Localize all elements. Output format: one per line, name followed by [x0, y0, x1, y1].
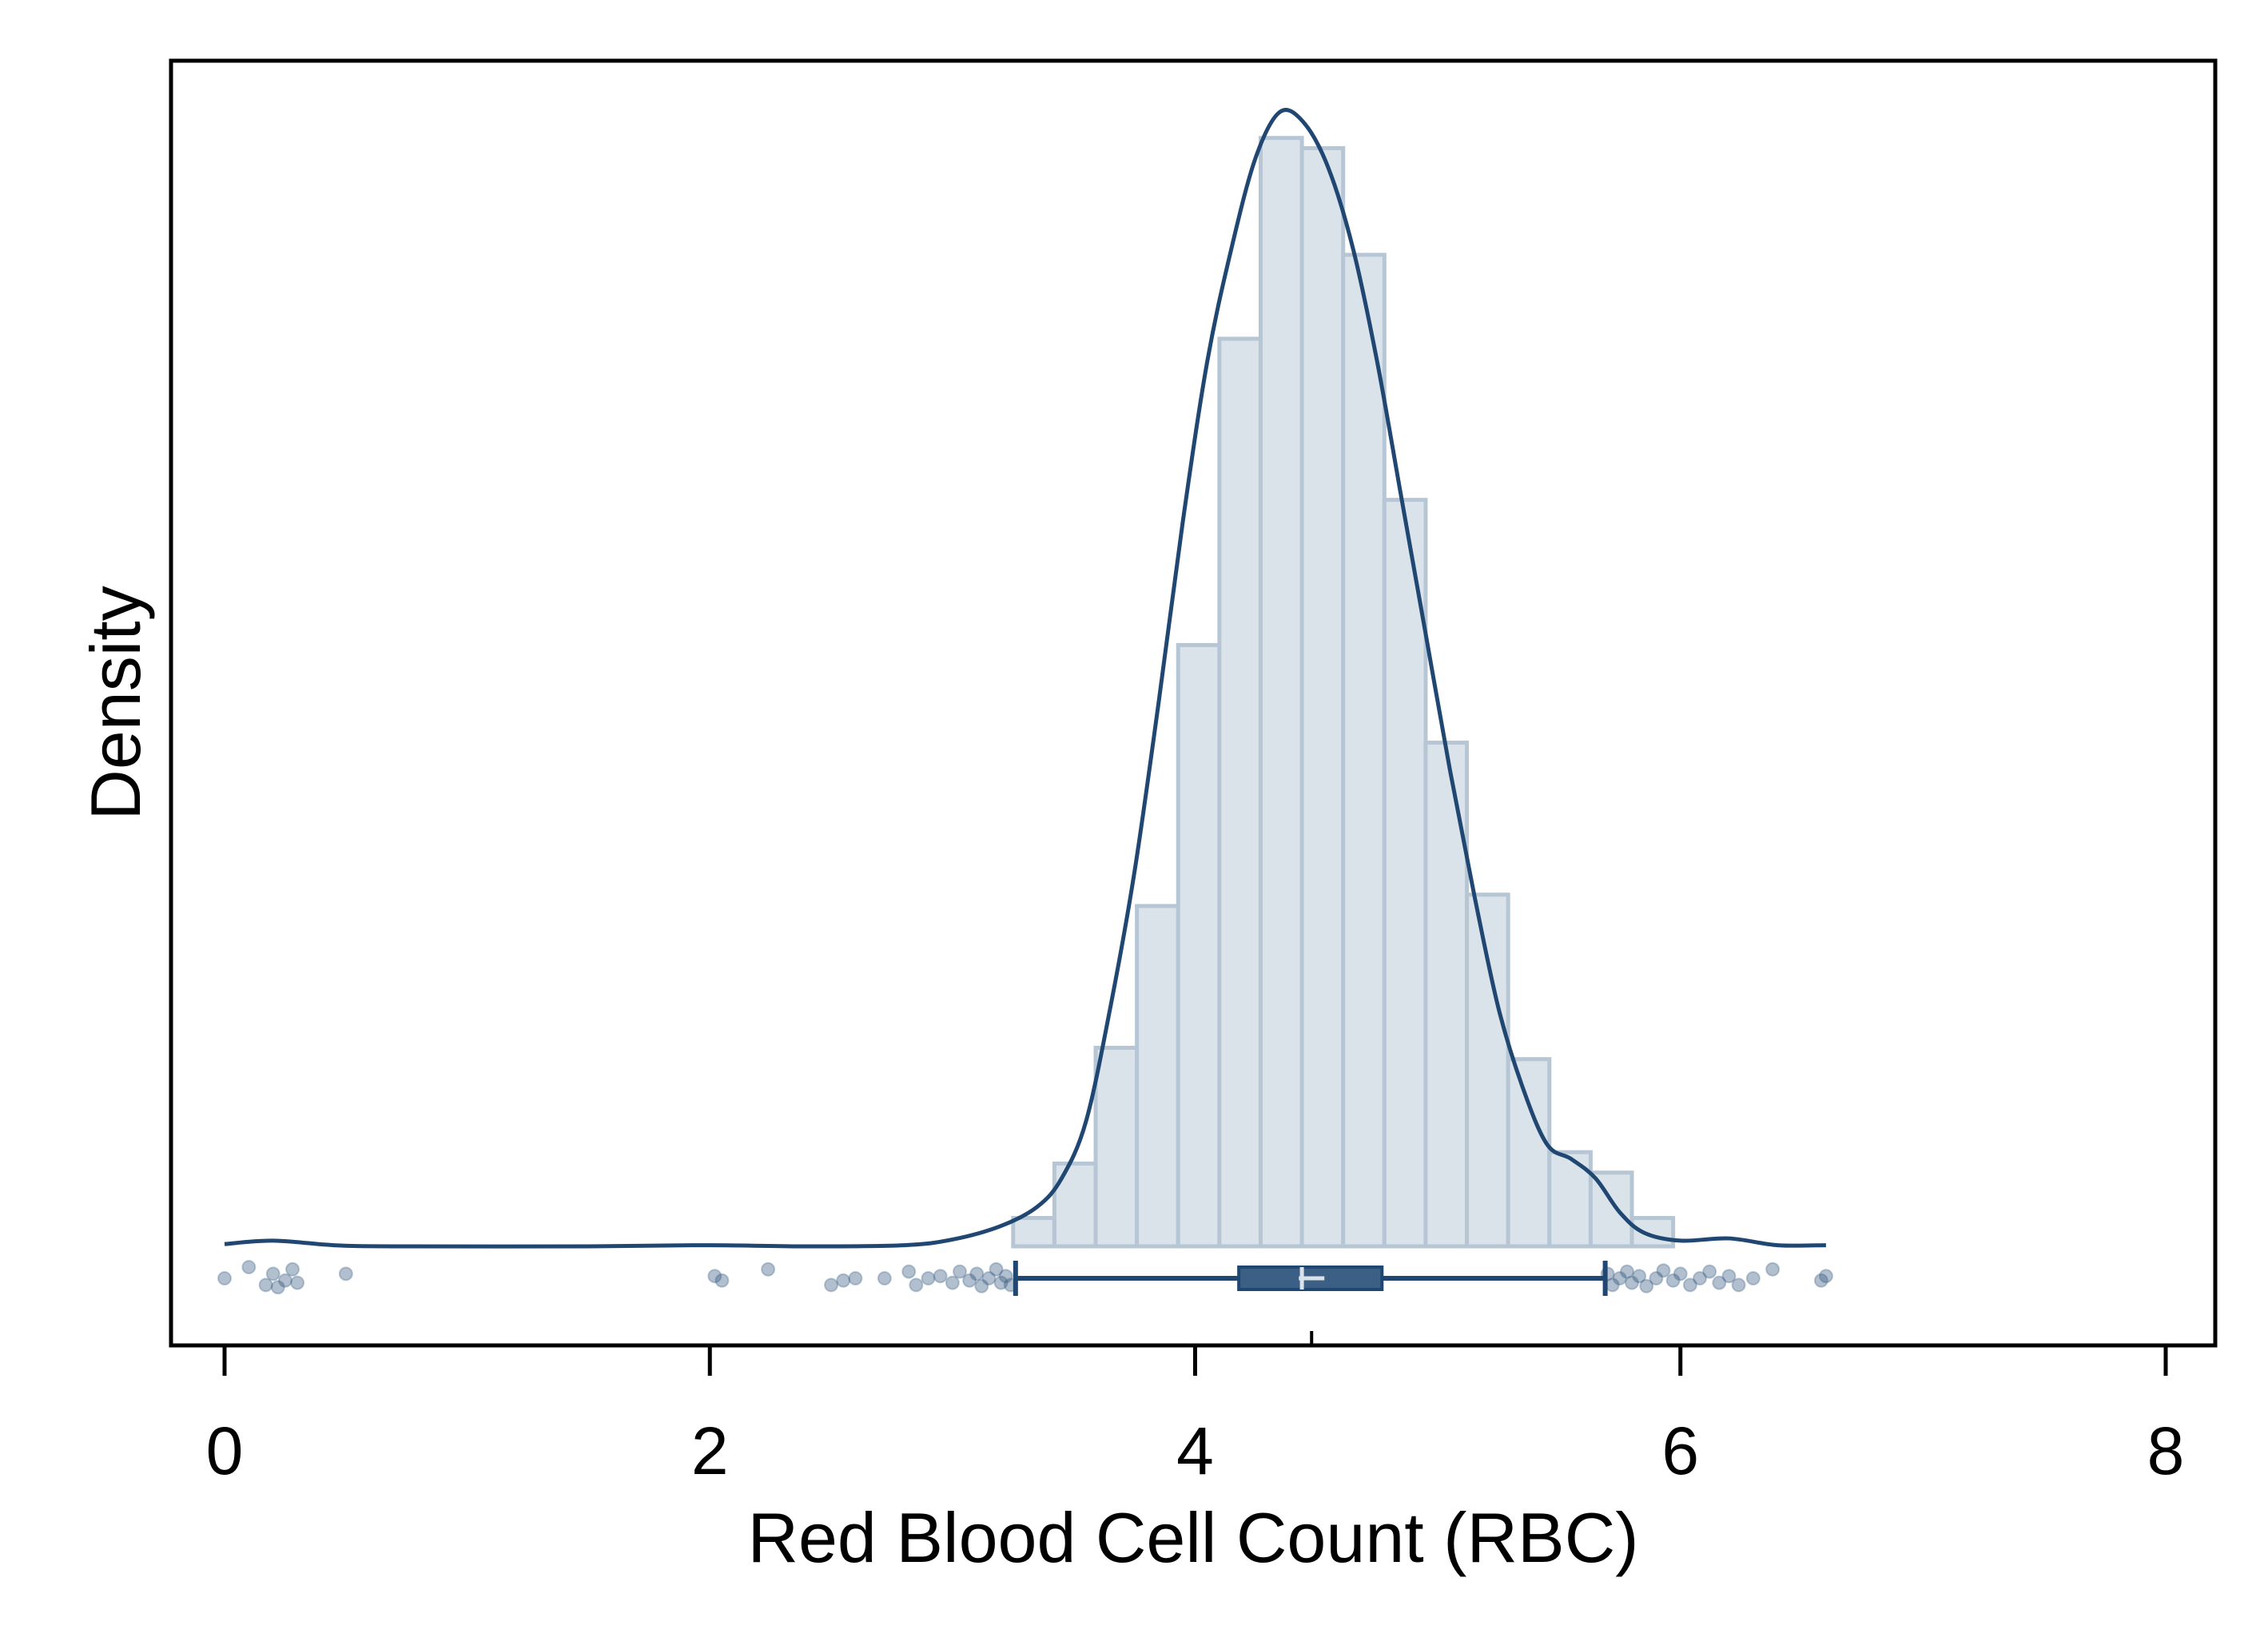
density-curve [224, 108, 1826, 1249]
data-point [921, 1271, 936, 1285]
data-point [1649, 1271, 1664, 1285]
x-axis-label: Red Blood Cell Count (RBC) [747, 1498, 1638, 1577]
histogram-bar [1382, 498, 1428, 1249]
data-point [338, 1266, 353, 1281]
histogram-bar [1135, 904, 1180, 1249]
histogram-bar [1093, 1046, 1140, 1249]
data-point [258, 1277, 273, 1293]
data-point [1673, 1266, 1688, 1281]
data-point [1665, 1273, 1681, 1288]
data-point [824, 1277, 839, 1293]
data-point [285, 1262, 300, 1277]
data-point [290, 1275, 305, 1290]
data-point [241, 1260, 257, 1274]
data-point [1612, 1271, 1627, 1285]
data-point [1818, 1269, 1833, 1284]
data-point [217, 1271, 232, 1285]
histogram-bar [1588, 1170, 1634, 1249]
histogram-bar [1341, 252, 1387, 1249]
data-point [974, 1278, 989, 1293]
histogram-bar [1258, 136, 1304, 1249]
data-point [877, 1271, 892, 1285]
histogram-bar [1176, 642, 1222, 1249]
data-point [1656, 1263, 1671, 1278]
data-point [945, 1275, 960, 1290]
data-point [1712, 1275, 1727, 1290]
jitter-points [217, 1260, 1833, 1295]
histogram-bars [1011, 136, 1676, 1249]
data-point [1625, 1275, 1640, 1290]
data-point [981, 1271, 997, 1285]
x-axis-ticks: 0 2 4 6 8 [206, 1345, 2185, 1488]
data-point [1813, 1273, 1828, 1288]
x-tick-label: 4 [1176, 1413, 1214, 1488]
x-tick-label: 0 [206, 1413, 244, 1488]
x-tick-label: 2 [691, 1413, 729, 1488]
histogram-bar [1506, 1057, 1552, 1249]
y-axis-label: Density [76, 586, 155, 820]
data-point [933, 1269, 948, 1284]
data-point [1639, 1278, 1654, 1293]
histogram-bar [1052, 1161, 1098, 1249]
data-point [962, 1273, 977, 1288]
data-point [1619, 1264, 1634, 1279]
data-point [761, 1262, 776, 1277]
data-point [714, 1273, 730, 1288]
data-point [265, 1266, 281, 1281]
data-point [848, 1271, 863, 1285]
data-point [1721, 1269, 1737, 1284]
data-point [969, 1266, 985, 1281]
data-point [952, 1264, 967, 1279]
data-point [270, 1280, 285, 1295]
histogram-bar [1011, 1216, 1056, 1249]
density-curve-layer [224, 108, 1826, 1249]
histogram-bar [1299, 145, 1346, 1249]
data-point [901, 1264, 917, 1279]
data-point [1632, 1269, 1647, 1284]
data-point [1765, 1262, 1781, 1277]
data-point [1693, 1271, 1708, 1285]
data-point [1745, 1271, 1761, 1285]
data-point [998, 1269, 1013, 1284]
x-tick-label: 6 [1661, 1413, 1699, 1488]
histogram-bar [1465, 892, 1510, 1249]
data-point [1702, 1264, 1717, 1279]
data-point [1731, 1277, 1746, 1293]
histogram-bar [1629, 1216, 1676, 1249]
boxplot [1013, 1261, 1608, 1345]
data-point [707, 1269, 722, 1284]
data-point [989, 1262, 1004, 1277]
histogram-bar [1217, 336, 1263, 1249]
data-point [277, 1273, 292, 1288]
data-point [993, 1275, 1009, 1290]
data-point [836, 1273, 851, 1288]
data-point [1682, 1277, 1697, 1293]
data-point [909, 1277, 924, 1293]
x-tick-label: 8 [2147, 1413, 2185, 1488]
